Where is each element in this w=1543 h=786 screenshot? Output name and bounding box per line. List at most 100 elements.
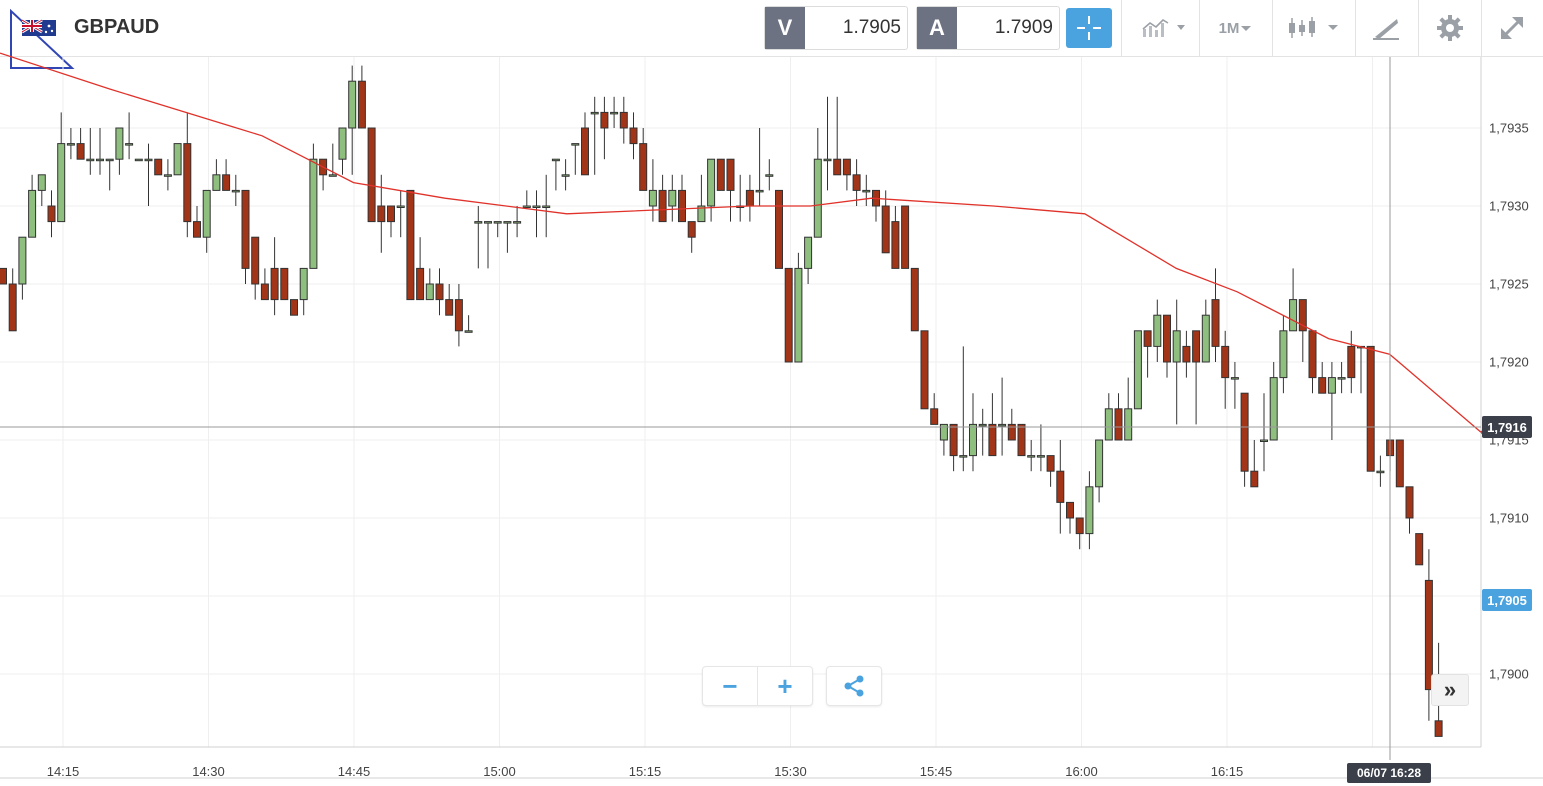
candle-body (18, 236, 27, 285)
candle-body (1104, 408, 1113, 441)
candle-body (377, 205, 386, 223)
candle-body (1085, 486, 1094, 535)
candle-body (484, 221, 492, 224)
candle-body (231, 189, 240, 193)
gbp-aud-flag-icon (22, 18, 56, 36)
candlestick-type-icon (1289, 17, 1338, 38)
instrument-symbol[interactable]: GBPAUD (74, 16, 160, 38)
candle-body (852, 174, 861, 191)
toolbar-divider (1199, 0, 1200, 56)
candle-body (862, 189, 871, 193)
sell-price[interactable]: 1.7905 (842, 17, 901, 38)
candle-body (1075, 517, 1084, 535)
buy-price[interactable]: 1.7909 (994, 17, 1053, 38)
candle-body (464, 330, 473, 333)
candle-body (105, 158, 114, 162)
candle-body (1415, 533, 1424, 566)
candle-body (949, 423, 958, 457)
candle-body (1230, 377, 1239, 380)
candle-body (1017, 423, 1026, 457)
price-axis-tick: 1,7935 (1489, 120, 1529, 136)
candle-body (57, 143, 66, 223)
candle-body (755, 189, 764, 193)
time-axis-tick: 16:00 (1065, 764, 1098, 779)
indicators-button[interactable] (1136, 8, 1192, 48)
candle-body (1250, 470, 1259, 488)
time-axis-tick: 15:15 (628, 764, 662, 779)
candle-body (939, 423, 948, 441)
crosshair-button[interactable] (1066, 8, 1112, 48)
candle-body (687, 221, 696, 238)
candle-body (1260, 439, 1268, 442)
candle-body (1201, 314, 1210, 363)
settings-button[interactable] (1428, 8, 1472, 48)
candle-body (47, 205, 56, 223)
candle-body (454, 299, 463, 332)
candle-body (1434, 720, 1443, 737)
drawing-tools-button[interactable] (1364, 8, 1408, 48)
candle-body (629, 127, 638, 145)
price-axis-tick: 1,7910 (1489, 510, 1529, 526)
candle-body (813, 158, 822, 238)
candle-body (163, 174, 172, 177)
candle-body (707, 158, 716, 207)
candle-body (581, 127, 589, 176)
zoom-in-button[interactable]: + (757, 667, 812, 705)
sell-quote[interactable]: V 1.7905 (764, 6, 908, 50)
current-price-label: 1,7905 (1482, 589, 1532, 611)
candle-body (881, 205, 890, 254)
candle-body (183, 143, 192, 223)
candle-body (493, 221, 502, 224)
candle-body (66, 143, 75, 146)
candle-body (910, 267, 919, 332)
candle-body (1289, 299, 1298, 332)
candle-body (765, 174, 774, 177)
candle-body (1308, 330, 1317, 379)
chart-type-button[interactable] (1284, 8, 1344, 48)
share-icon (844, 675, 864, 697)
toolbar-divider (1272, 0, 1273, 56)
candle-body (193, 221, 201, 238)
candle-body (76, 143, 85, 160)
sell-tag[interactable]: V (765, 7, 805, 49)
buy-tag[interactable]: A (917, 7, 957, 49)
candle-body (0, 267, 7, 285)
candle-body (784, 267, 793, 363)
candle-body (474, 221, 483, 224)
candle-body (260, 283, 269, 301)
buy-quote[interactable]: A 1.7909 (916, 6, 1060, 50)
candle-body (794, 267, 803, 363)
candle-body (745, 189, 754, 207)
candle-body (639, 143, 648, 191)
candle-body (726, 158, 735, 191)
candle-body (1337, 377, 1346, 380)
candle-body (1114, 408, 1123, 441)
candle-body (154, 158, 163, 176)
timeframe-label: 1M (1218, 19, 1240, 37)
candle-body (1163, 314, 1171, 363)
candle-body (901, 205, 910, 269)
scroll-to-latest-button[interactable]: » (1431, 674, 1469, 706)
candle-body (28, 189, 37, 238)
candle-body (697, 205, 706, 223)
candle-body (1192, 330, 1201, 363)
zoom-out-button[interactable]: − (722, 670, 738, 701)
candle-body (1279, 330, 1288, 379)
time-axis-tick: 14:45 (337, 764, 371, 779)
candle-body (930, 408, 939, 425)
toolbar-divider (1121, 0, 1122, 56)
candle-body (338, 127, 347, 160)
candle-body (367, 127, 376, 223)
timeframe-dropdown[interactable]: 1M (1208, 8, 1264, 48)
candle-body (833, 158, 842, 176)
candle-body (619, 111, 628, 129)
candle-body (804, 236, 813, 269)
fullscreen-button[interactable] (1490, 8, 1534, 48)
candle-body (270, 267, 279, 301)
candle-body (1153, 314, 1162, 347)
drawing-tools-icon (1373, 19, 1399, 40)
candle-body (1298, 299, 1307, 332)
gear-icon (1437, 15, 1463, 41)
share-button[interactable] (826, 666, 882, 706)
